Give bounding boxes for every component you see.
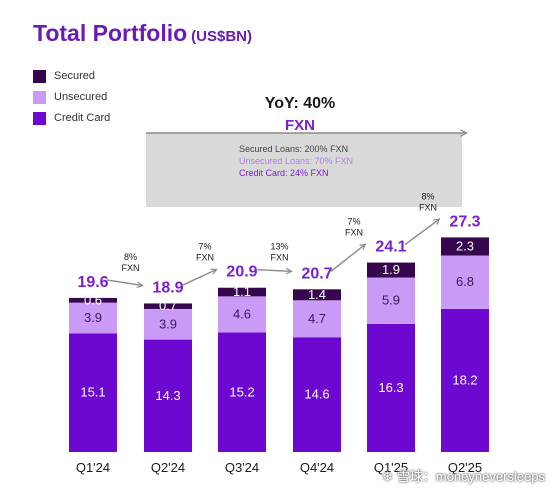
legend: Secured Unsecured Credit Card bbox=[33, 66, 110, 129]
yoy-headline: YoY: 40% bbox=[265, 95, 336, 112]
bar-segment-unsecured bbox=[218, 296, 266, 333]
segment-label-secured: 1.9 bbox=[382, 262, 400, 277]
bar-segment-secured bbox=[144, 303, 192, 309]
segment-label-unsecured: 3.9 bbox=[84, 310, 102, 325]
total-label: 20.9 bbox=[226, 264, 257, 281]
segment-label-secured: 2.3 bbox=[456, 238, 474, 253]
total-label: 19.6 bbox=[77, 274, 108, 291]
growth-fxn-label: FXN bbox=[196, 253, 214, 263]
segment-label-credit-card: 14.6 bbox=[304, 387, 329, 402]
growth-pct-label: 13% bbox=[270, 242, 288, 252]
segment-label-unsecured: 4.6 bbox=[233, 306, 251, 321]
legend-label-unsecured: Unsecured bbox=[54, 91, 108, 103]
segment-label-unsecured: 3.9 bbox=[159, 316, 177, 331]
watermark: ❄ 雪球：moneyneversleeps bbox=[382, 466, 545, 485]
total-label: 24.1 bbox=[375, 239, 406, 256]
bar-segment-credit-card bbox=[69, 333, 117, 452]
yoy-subhead: FXN bbox=[285, 117, 315, 134]
yoy-note-3: Credit Card: 24% FXN bbox=[239, 168, 329, 178]
bar-segment-secured bbox=[367, 262, 415, 278]
legend-label-credit-card: Credit Card bbox=[54, 112, 111, 124]
bar-segment-credit-card bbox=[293, 337, 341, 452]
bar-segment-unsecured bbox=[441, 255, 489, 309]
growth-pct-label: 8% bbox=[124, 252, 137, 262]
bar-segment-credit-card bbox=[144, 339, 192, 452]
legend-item-unsecured: Unsecured bbox=[33, 87, 110, 107]
legend-item-secured: Secured bbox=[33, 66, 110, 86]
x-tick-label: Q1'24 bbox=[76, 460, 110, 475]
legend-swatch-unsecured bbox=[33, 90, 46, 104]
x-tick-label: Q3'24 bbox=[225, 460, 259, 475]
growth-arrow bbox=[106, 279, 142, 286]
legend-label-secured: Secured bbox=[54, 70, 95, 82]
total-label: 20.7 bbox=[301, 265, 332, 282]
segment-label-secured: 0.7 bbox=[159, 298, 177, 313]
growth-fxn-label: FXN bbox=[271, 253, 289, 263]
bar-segment-credit-card bbox=[367, 323, 415, 452]
bar-segment-secured bbox=[293, 289, 341, 301]
x-tick-label: Q1'25 bbox=[374, 460, 408, 475]
growth-pct-label: 7% bbox=[347, 217, 360, 227]
chart-title-text: Total Portfolio bbox=[33, 20, 188, 46]
growth-arrow bbox=[255, 270, 291, 272]
chart-title-unit: (US$BN) bbox=[191, 28, 253, 45]
segment-label-credit-card: 16.3 bbox=[378, 380, 403, 395]
segment-label-secured: 0.6 bbox=[84, 292, 102, 307]
x-tick-label: Q2'24 bbox=[151, 460, 185, 475]
snowball-icon: ❄ bbox=[381, 469, 393, 484]
legend-swatch-secured bbox=[33, 69, 46, 83]
bar-segment-unsecured bbox=[144, 308, 192, 340]
segment-label-credit-card: 14.3 bbox=[155, 388, 180, 403]
segment-label-unsecured: 5.9 bbox=[382, 293, 400, 308]
segment-label-secured: 1.4 bbox=[308, 287, 326, 302]
segment-label-credit-card: 15.1 bbox=[80, 385, 105, 400]
segment-label-secured: 1.1 bbox=[233, 284, 251, 299]
x-tick-label: Q4'24 bbox=[300, 460, 334, 475]
chart-title: Total Portfolio (US$BN) bbox=[33, 20, 252, 47]
bar-segment-secured bbox=[69, 297, 117, 303]
growth-arrow bbox=[330, 245, 365, 272]
growth-pct-label: 7% bbox=[198, 242, 211, 252]
bar-segment-unsecured bbox=[69, 302, 117, 334]
segment-label-unsecured: 4.7 bbox=[308, 311, 326, 326]
bar-segment-secured bbox=[441, 237, 489, 256]
x-tick-label: Q2'25 bbox=[448, 460, 482, 475]
total-label: 27.3 bbox=[449, 213, 480, 230]
growth-arrow bbox=[404, 219, 439, 246]
total-label: 18.9 bbox=[152, 279, 183, 296]
bar-segment-secured bbox=[218, 287, 266, 297]
bar-segment-credit-card bbox=[441, 308, 489, 452]
bar-segment-unsecured bbox=[367, 277, 415, 324]
bar-segment-credit-card bbox=[218, 332, 266, 452]
legend-swatch-credit-card bbox=[33, 111, 46, 125]
yoy-note-2: Unsecured Loans: 70% FXN bbox=[239, 156, 353, 166]
growth-arrow bbox=[181, 270, 216, 287]
yoy-growth-box bbox=[146, 133, 462, 207]
watermark-text: 雪球：moneyneversleeps bbox=[396, 469, 545, 484]
growth-fxn-label: FXN bbox=[345, 228, 363, 238]
growth-fxn-label: FXN bbox=[419, 202, 437, 212]
yoy-note-1: Secured Loans: 200% FXN bbox=[239, 144, 348, 154]
segment-label-credit-card: 18.2 bbox=[452, 372, 477, 387]
segment-label-unsecured: 6.8 bbox=[456, 274, 474, 289]
bar-segment-unsecured bbox=[293, 300, 341, 338]
growth-fxn-label: FXN bbox=[122, 263, 140, 273]
growth-pct-label: 8% bbox=[421, 191, 434, 201]
segment-label-credit-card: 15.2 bbox=[229, 384, 254, 399]
legend-item-credit-card: Credit Card bbox=[33, 108, 110, 128]
